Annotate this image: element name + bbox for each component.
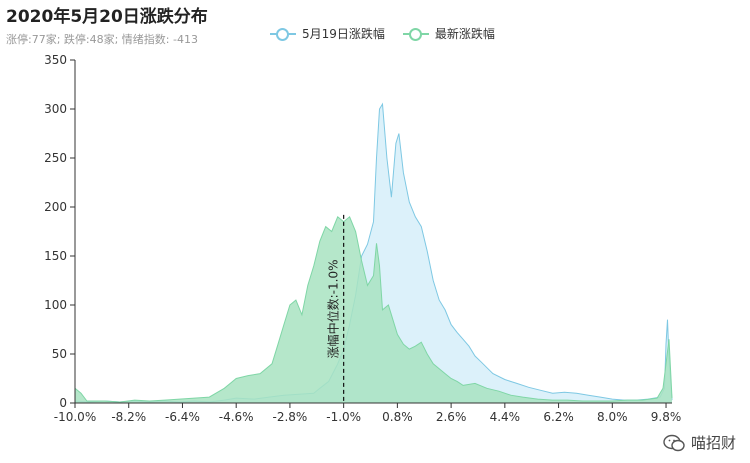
y-tick-label: 250 xyxy=(44,151,67,165)
legend-marker-prev xyxy=(270,27,296,41)
chart-title: 2020年5月20日涨跌分布 xyxy=(6,7,208,27)
legend-label-prev: 5月19日涨跌幅 xyxy=(302,27,385,41)
x-tick-label: 9.8% xyxy=(651,410,682,424)
series-line-1 xyxy=(74,215,673,403)
x-tick-label: 6.2% xyxy=(543,410,574,424)
series-area-0 xyxy=(75,104,672,403)
y-tick-label: 300 xyxy=(44,102,67,116)
y-tick-label: 200 xyxy=(44,200,67,214)
series-area-1 xyxy=(75,216,672,403)
legend-item-prev[interactable]: 5月19日涨跌幅 xyxy=(270,25,385,42)
x-tick-label: -1.0% xyxy=(326,410,361,424)
x-tick-label: -2.8% xyxy=(273,410,308,424)
y-tick-label: 0 xyxy=(59,396,67,410)
x-tick-label: -8.2% xyxy=(111,410,146,424)
x-tick-label: 2.6% xyxy=(436,410,467,424)
x-tick-label: -6.4% xyxy=(165,410,200,424)
y-tick-label: 350 xyxy=(44,53,67,67)
x-tick-label: 0.8% xyxy=(382,410,413,424)
y-tick-label: 150 xyxy=(44,249,67,263)
x-tick-label: 8.0% xyxy=(597,410,628,424)
legend-marker-latest xyxy=(402,27,429,41)
watermark-text: 喵招财 xyxy=(690,434,736,452)
chart-legend: 5月19日涨跌幅 最新涨跌幅 xyxy=(270,25,495,42)
chart-subtitle: 涨停:77家; 跌停:48家; 情绪指数: -413 xyxy=(6,33,198,46)
x-tick-label: -10.0% xyxy=(54,410,96,424)
x-tick-label: 4.4% xyxy=(490,410,521,424)
watermark: 喵招财 xyxy=(663,432,736,453)
y-tick-label: 100 xyxy=(44,298,67,312)
median-label: 涨幅中位数:-1.0% xyxy=(326,259,341,358)
wechat-icon xyxy=(663,434,685,451)
y-tick-label: 50 xyxy=(52,347,67,361)
legend-item-latest[interactable]: 最新涨跌幅 xyxy=(402,25,495,42)
x-tick-label: -4.6% xyxy=(219,410,254,424)
legend-label-latest: 最新涨跌幅 xyxy=(434,27,495,41)
